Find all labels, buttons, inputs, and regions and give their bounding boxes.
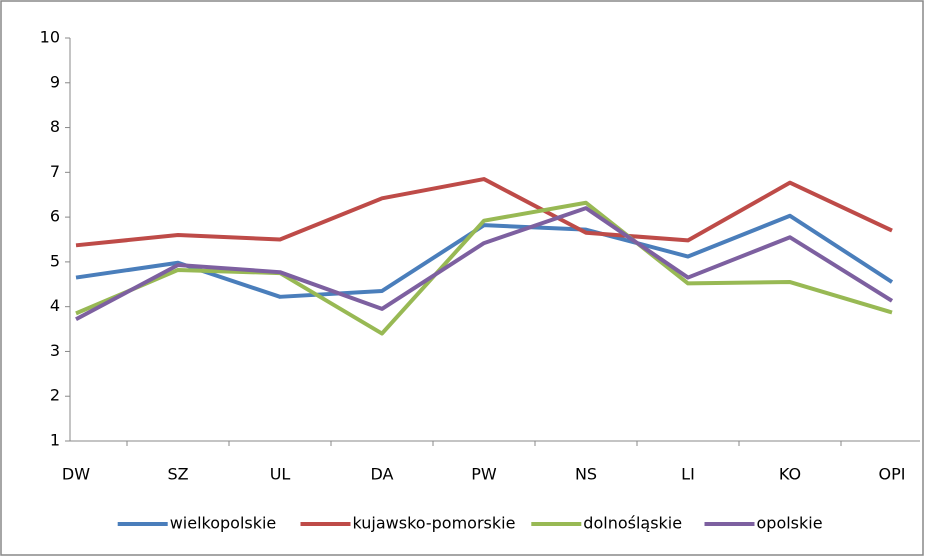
x-tick-label: OPI — [879, 465, 906, 484]
x-tick-label: NS — [575, 465, 597, 484]
y-tick-label: 1 — [50, 431, 60, 450]
y-tick-label: 5 — [50, 251, 60, 270]
legend-label: kujawsko-pomorskie — [353, 514, 516, 533]
y-tick-label: 2 — [50, 386, 60, 405]
x-tick-label: LI — [681, 465, 695, 484]
x-tick-label: PW — [471, 465, 497, 484]
series-line — [75, 200, 893, 336]
x-tick-label: KO — [779, 465, 801, 484]
series-line — [75, 213, 894, 299]
legend-label: wielkopolskie — [170, 514, 277, 533]
x-tick-label: UL — [270, 465, 291, 484]
y-tick-label: 10 — [40, 28, 60, 47]
y-tick-label: 4 — [50, 296, 60, 315]
legend-label: dolnośląskie — [583, 514, 682, 533]
y-tick-label: 6 — [50, 207, 60, 226]
legend-label: opolskie — [757, 514, 823, 533]
x-tick-label: DA — [371, 465, 394, 484]
y-tick-label: 8 — [50, 117, 60, 136]
y-tick-label: 7 — [50, 162, 60, 181]
y-tick-label: 3 — [50, 341, 60, 360]
x-tick-label: SZ — [167, 465, 188, 484]
x-tick-label: DW — [62, 465, 90, 484]
y-tick-label: 9 — [50, 72, 60, 91]
series-line — [75, 206, 894, 321]
series-line — [75, 177, 893, 248]
